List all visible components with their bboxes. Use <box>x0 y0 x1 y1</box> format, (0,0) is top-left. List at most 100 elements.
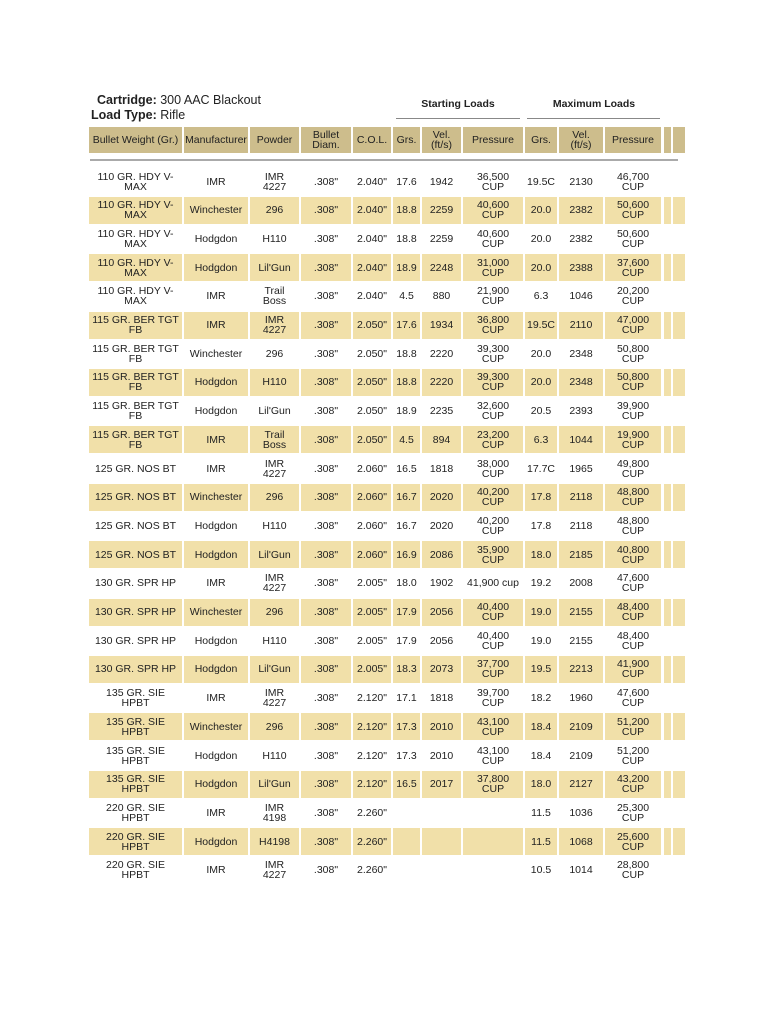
table-cell: 135 GR. SIE HPBT <box>89 770 182 798</box>
label: Cartridge: <box>97 93 157 107</box>
table-cell: 894 <box>422 426 461 454</box>
table-cell: 19.5C <box>525 311 557 339</box>
table-cell: 110 GR. HDY V-MAX <box>97 285 174 308</box>
table-cell: 2248 <box>422 254 461 282</box>
table-cell: 2109 <box>569 749 593 762</box>
table-cell: 2.005" <box>353 598 391 626</box>
decoration <box>679 770 685 798</box>
table-cell: 135 GR. SIE HPBT <box>89 713 182 741</box>
column-header: Pressure <box>605 127 661 153</box>
table-cell: 43,100 CUP <box>476 744 510 767</box>
table-cell: 17.9 <box>396 634 417 647</box>
table-cell: 50,800 CUP <box>605 368 661 396</box>
table-cell: 296 <box>265 347 284 360</box>
table-cell: 2.060" <box>353 541 391 569</box>
table-cell: .308" <box>313 749 339 762</box>
table-cell: Lil'Gun <box>250 770 299 798</box>
table-cell: 20.0 <box>530 347 552 360</box>
table-cell: IMR <box>206 462 226 475</box>
table-cell: H4198 <box>250 828 299 856</box>
table-cell: Hodgdon <box>184 541 248 569</box>
table-cell: 43,200 CUP <box>605 770 661 798</box>
table-cell: 2056 <box>429 634 454 647</box>
table-cell: 2010 <box>429 749 454 762</box>
table-cell: 296 <box>250 713 299 741</box>
table-cell: .308" <box>313 864 339 877</box>
table-cell: 25,600 CUP <box>605 828 661 856</box>
table-cell: Hodgdon <box>194 519 238 532</box>
decoration <box>664 127 671 153</box>
table-cell: .308" <box>301 426 351 454</box>
table-cell: 2.260" <box>356 864 387 877</box>
table-cell: 50,600 CUP <box>605 196 661 224</box>
table-cell: 2155 <box>559 598 603 626</box>
table-cell: 2259 <box>429 232 454 245</box>
table-cell: 2382 <box>569 232 593 245</box>
rule <box>527 118 660 119</box>
decoration <box>664 483 671 511</box>
decoration <box>679 311 685 339</box>
decoration <box>679 713 685 741</box>
table-cell: Lil'Gun <box>258 405 291 418</box>
decoration <box>679 483 685 511</box>
table-cell: 1960 <box>569 692 593 705</box>
table-cell: 40,200 CUP <box>463 483 523 511</box>
decoration <box>664 828 671 856</box>
table-cell: 2.040" <box>356 232 387 245</box>
table-cell: .308" <box>313 806 339 819</box>
table-cell: 48,800 CUP <box>616 514 650 537</box>
table-cell: 115 GR. BER TGT FB <box>92 400 179 423</box>
table-cell: Winchester <box>184 598 248 626</box>
table-cell: 40,800 CUP <box>605 541 661 569</box>
table-cell: 17.1 <box>396 692 417 705</box>
table-cell: 130 GR. SPR HP <box>89 655 182 683</box>
table-cell: 2.050" <box>353 426 391 454</box>
table-cell: 2056 <box>422 598 461 626</box>
table-cell: 115 GR. BER TGT FB <box>89 311 182 339</box>
table-cell: 37,800 CUP <box>463 770 523 798</box>
table-cell: 1934 <box>422 311 461 339</box>
label: Load Type: <box>91 108 157 122</box>
column-header: Grs. <box>525 127 557 153</box>
table-cell: 2.060" <box>353 483 391 511</box>
table-cell: 115 GR. BER TGT FB <box>89 426 182 454</box>
decoration <box>679 598 685 626</box>
table-cell: 125 GR. NOS BT <box>94 462 177 475</box>
table-cell: 18.0 <box>525 770 557 798</box>
decoration <box>673 127 679 153</box>
table-cell: Hodgdon <box>194 232 238 245</box>
decoration <box>664 655 671 683</box>
table-cell: 40,400 CUP <box>476 629 510 652</box>
table-cell: 2.120" <box>353 770 391 798</box>
table-cell: 20.5 <box>530 405 552 418</box>
decoration <box>673 483 679 511</box>
table-cell: 130 GR. SPR HP <box>89 598 182 626</box>
table-cell: 110 GR. HDY V-MAX <box>97 170 174 193</box>
table-cell: 39,900 CUP <box>616 400 650 423</box>
table-cell: 18.8 <box>396 232 417 245</box>
table-cell: 11.5 <box>531 806 551 819</box>
table-cell: .308" <box>313 405 339 418</box>
table-cell: 110 GR. HDY V-MAX <box>89 196 182 224</box>
table-cell: 2127 <box>559 770 603 798</box>
table-cell: 2348 <box>569 347 593 360</box>
table-cell: 2.120" <box>356 749 387 762</box>
table-cell: Hodgdon <box>194 634 238 647</box>
decoration <box>673 368 679 396</box>
table-cell: H110 <box>262 749 287 762</box>
table-cell: 2348 <box>559 368 603 396</box>
table-cell: .308" <box>301 254 351 282</box>
table-cell: 130 GR. SPR HP <box>94 634 177 647</box>
table-cell: 51,200 CUP <box>616 744 650 767</box>
decoration <box>679 254 685 282</box>
decoration <box>679 426 685 454</box>
decoration <box>679 541 685 569</box>
table-cell: IMR 4198 <box>262 801 287 824</box>
table-cell: 2020 <box>429 519 454 532</box>
table-cell: 2259 <box>422 196 461 224</box>
table-cell: 2118 <box>569 519 593 532</box>
table-cell: 47,600 CUP <box>616 572 650 595</box>
table-cell: 10.5 <box>530 864 552 877</box>
column-header: Powder <box>250 127 299 153</box>
